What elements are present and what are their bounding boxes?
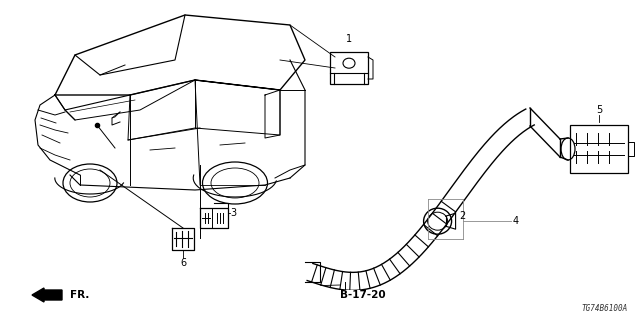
Text: B-17-20: B-17-20 bbox=[340, 290, 386, 300]
Text: TG74B6100A: TG74B6100A bbox=[582, 304, 628, 313]
Text: 1: 1 bbox=[346, 34, 352, 44]
FancyBboxPatch shape bbox=[570, 125, 628, 173]
Text: 6: 6 bbox=[180, 258, 186, 268]
Text: 5: 5 bbox=[596, 105, 602, 115]
FancyArrow shape bbox=[32, 288, 62, 302]
Text: FR.: FR. bbox=[70, 290, 90, 300]
FancyBboxPatch shape bbox=[330, 52, 368, 84]
Text: 2: 2 bbox=[460, 211, 466, 221]
Text: 4: 4 bbox=[513, 216, 519, 226]
Text: 3: 3 bbox=[230, 208, 236, 218]
